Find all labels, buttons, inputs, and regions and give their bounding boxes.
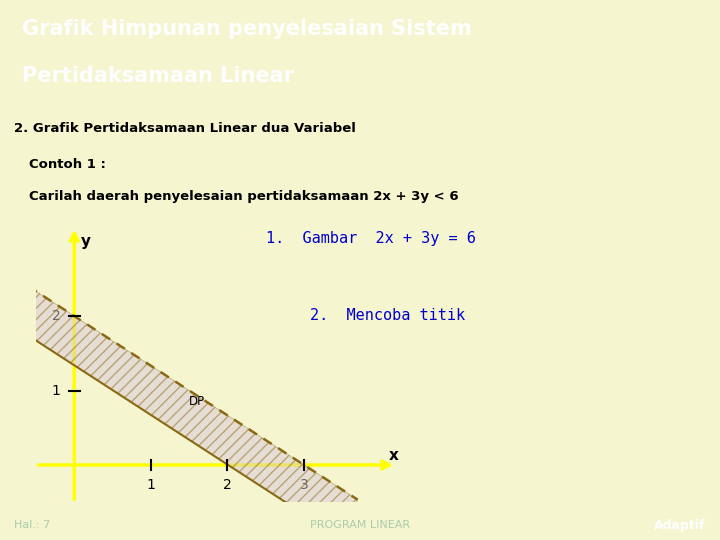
Text: Contoh 1 :: Contoh 1 : (29, 158, 106, 171)
Text: Grafik Himpunan penyelesaian Sistem: Grafik Himpunan penyelesaian Sistem (22, 19, 472, 39)
Text: 1: 1 (52, 383, 60, 397)
Text: 2.  Mencoba titik: 2. Mencoba titik (310, 308, 464, 323)
Text: 1: 1 (146, 478, 156, 492)
Text: 2: 2 (223, 478, 232, 492)
Text: x: x (388, 448, 398, 463)
Text: Pertidaksamaan Linear: Pertidaksamaan Linear (22, 66, 294, 86)
Text: 2: 2 (52, 309, 60, 323)
Text: y: y (81, 234, 91, 249)
Text: Hal.: 7: Hal.: 7 (14, 520, 50, 530)
Text: Carilah daerah penyelesaian pertidaksamaan 2x + 3y < 6: Carilah daerah penyelesaian pertidaksama… (29, 191, 459, 204)
Text: Adaptif: Adaptif (654, 518, 706, 532)
Text: 1.  Gambar  2x + 3y = 6: 1. Gambar 2x + 3y = 6 (266, 231, 476, 246)
Text: DP: DP (189, 395, 205, 408)
Text: 2. Grafik Pertidaksamaan Linear dua Variabel: 2. Grafik Pertidaksamaan Linear dua Vari… (14, 122, 356, 134)
Text: PROGRAM LINEAR: PROGRAM LINEAR (310, 520, 410, 530)
Polygon shape (5, 286, 358, 534)
Text: 3: 3 (300, 478, 308, 492)
